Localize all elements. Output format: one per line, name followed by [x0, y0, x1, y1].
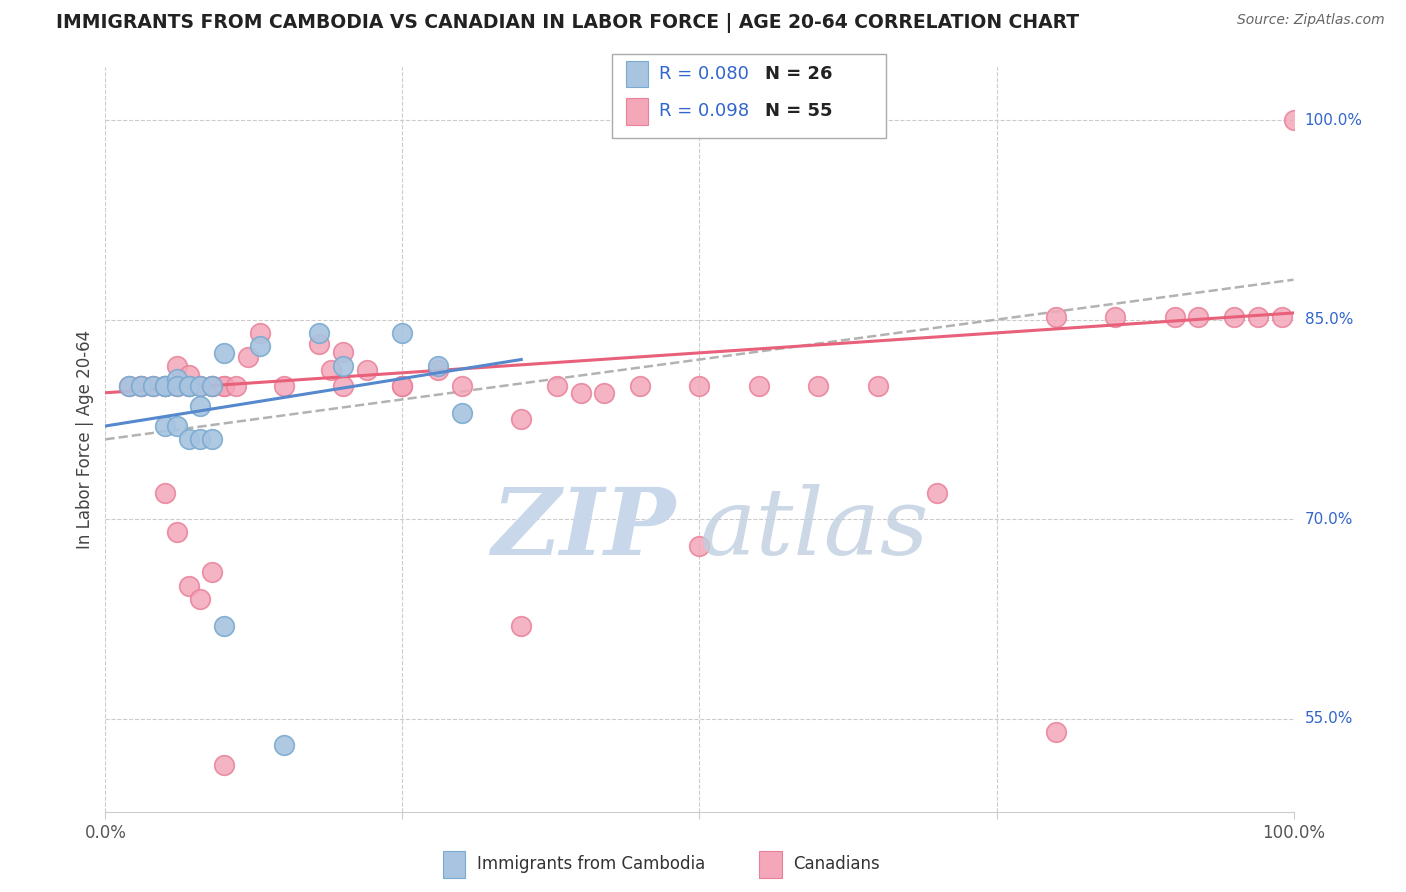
Point	[153, 419, 176, 434]
Point	[1045, 725, 1067, 739]
Text: N = 26: N = 26	[765, 65, 832, 83]
Text: 55.0%: 55.0%	[1305, 711, 1353, 726]
Point	[214, 618, 236, 632]
Point	[1187, 310, 1209, 324]
Point	[177, 368, 200, 383]
Point	[153, 485, 176, 500]
Point	[142, 379, 165, 393]
Point	[201, 379, 224, 393]
Text: ZIP: ZIP	[492, 483, 676, 574]
Point	[249, 326, 271, 340]
Point	[190, 399, 212, 413]
Point	[450, 379, 472, 393]
Point	[201, 379, 224, 393]
Point	[866, 379, 889, 393]
Point	[166, 379, 188, 393]
Point	[142, 379, 165, 393]
Point	[689, 379, 711, 393]
Point	[427, 359, 450, 373]
Point	[748, 379, 770, 393]
Point	[1045, 310, 1067, 324]
Point	[166, 419, 188, 434]
Point	[190, 591, 212, 606]
Point	[308, 326, 330, 340]
Point	[321, 363, 343, 377]
Point	[166, 379, 188, 393]
Text: 85.0%: 85.0%	[1305, 312, 1353, 327]
Text: 70.0%: 70.0%	[1305, 512, 1353, 526]
Text: N = 55: N = 55	[765, 103, 832, 120]
Text: Immigrants from Cambodia: Immigrants from Cambodia	[477, 855, 704, 873]
Point	[177, 379, 200, 393]
Point	[332, 359, 354, 373]
Point	[308, 336, 330, 351]
Point	[214, 346, 236, 360]
Point	[391, 379, 413, 393]
Point	[190, 433, 212, 447]
Point	[129, 379, 152, 393]
Point	[569, 385, 592, 400]
Point	[427, 363, 450, 377]
Point	[129, 379, 152, 393]
Point	[450, 406, 472, 420]
Point	[332, 344, 354, 359]
Point	[118, 379, 141, 393]
Point	[273, 379, 295, 393]
Point	[807, 379, 830, 393]
Point	[153, 379, 176, 393]
Point	[201, 379, 224, 393]
Text: atlas: atlas	[700, 483, 929, 574]
Point	[628, 379, 651, 393]
Point	[391, 379, 413, 393]
Point	[236, 350, 259, 364]
Point	[177, 579, 200, 593]
Point	[153, 379, 176, 393]
Text: 100.0%: 100.0%	[1305, 112, 1362, 128]
Point	[201, 433, 224, 447]
Point	[593, 385, 616, 400]
Point	[510, 618, 533, 632]
Point	[1282, 113, 1305, 128]
Point	[689, 539, 711, 553]
Point	[225, 379, 247, 393]
Point	[1223, 310, 1246, 324]
Point	[118, 379, 141, 393]
Point	[332, 379, 354, 393]
Point	[201, 566, 224, 580]
Point	[1247, 310, 1270, 324]
Point	[214, 379, 236, 393]
Point	[177, 379, 200, 393]
Point	[166, 525, 188, 540]
Point	[190, 379, 212, 393]
Point	[190, 379, 212, 393]
Point	[510, 412, 533, 426]
Point	[214, 758, 236, 772]
Point	[249, 339, 271, 353]
Text: R = 0.080: R = 0.080	[659, 65, 749, 83]
Point	[1164, 310, 1187, 324]
Text: Canadians: Canadians	[793, 855, 880, 873]
Point	[177, 433, 200, 447]
Point	[153, 379, 176, 393]
Point	[356, 363, 378, 377]
Point	[177, 379, 200, 393]
Point	[153, 379, 176, 393]
Point	[925, 485, 948, 500]
Point	[166, 359, 188, 373]
Text: R = 0.098: R = 0.098	[659, 103, 749, 120]
Point	[1271, 310, 1294, 324]
Point	[129, 379, 152, 393]
Point	[214, 379, 236, 393]
Point	[273, 738, 295, 752]
Point	[166, 372, 188, 386]
Point	[1104, 310, 1126, 324]
Point	[546, 379, 568, 393]
Y-axis label: In Labor Force | Age 20-64: In Labor Force | Age 20-64	[76, 330, 94, 549]
Text: Source: ZipAtlas.com: Source: ZipAtlas.com	[1237, 13, 1385, 28]
Text: IMMIGRANTS FROM CAMBODIA VS CANADIAN IN LABOR FORCE | AGE 20-64 CORRELATION CHAR: IMMIGRANTS FROM CAMBODIA VS CANADIAN IN …	[56, 13, 1080, 33]
Point	[391, 326, 413, 340]
